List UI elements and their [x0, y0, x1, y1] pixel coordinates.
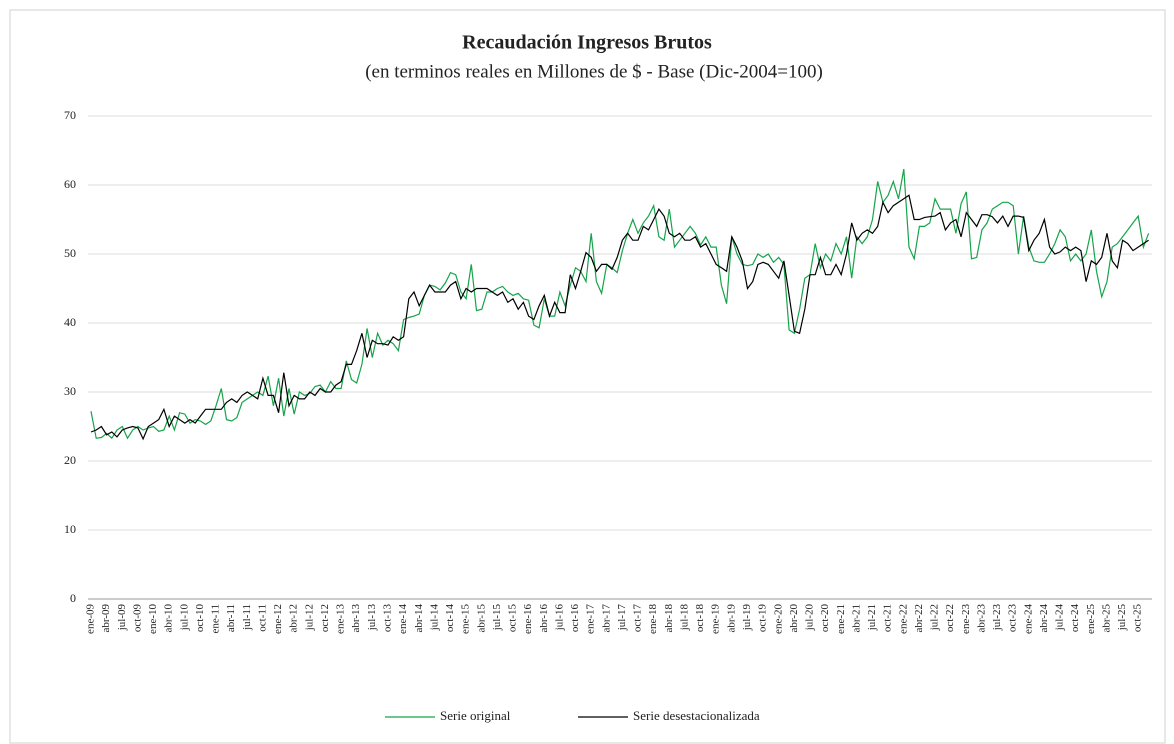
- x-tick-label: oct-13: [382, 604, 394, 633]
- x-tick-label: abr-13: [350, 604, 362, 633]
- x-tick-label: jul-25: [1116, 604, 1128, 632]
- x-tick-label: ene-11: [210, 604, 222, 634]
- x-tick-label: ene-13: [335, 604, 347, 634]
- x-tick-label: abr-15: [475, 604, 487, 633]
- y-tick-label: 20: [64, 453, 76, 467]
- x-tick-label: oct-14: [444, 604, 456, 633]
- x-tick-label: oct-16: [569, 604, 581, 633]
- x-tick-label: jul-24: [1054, 604, 1066, 632]
- x-tick-label: abr-10: [163, 604, 175, 633]
- x-tick-label: ene-24: [1022, 604, 1034, 634]
- x-tick-label: oct-20: [819, 604, 831, 633]
- x-tick-label: jul-21: [866, 604, 878, 631]
- y-tick-label: 0: [70, 591, 76, 605]
- x-tick-label: oct-09: [131, 604, 143, 633]
- x-tick-label: oct-23: [1007, 604, 1019, 633]
- x-tick-label: ene-12: [272, 604, 284, 634]
- x-tick-label: oct-18: [694, 604, 706, 633]
- x-tick-label: ene-25: [1085, 604, 1097, 634]
- x-tick-label: jul-15: [491, 604, 503, 632]
- x-tick-label: ene-19: [710, 604, 722, 634]
- y-tick-label: 40: [64, 315, 76, 329]
- x-tick-label: jul-20: [804, 604, 816, 632]
- x-tick-label: abr-09: [100, 604, 112, 633]
- x-tick-label: ene-15: [460, 604, 472, 634]
- x-tick-label: abr-20: [788, 604, 800, 633]
- x-tick-label: ene-18: [647, 604, 659, 634]
- x-tick-label: ene-23: [960, 604, 972, 634]
- x-tick-label: ene-21: [835, 604, 847, 634]
- chart-subtitle: (en terminos reales en Millones de $ - B…: [365, 61, 823, 82]
- x-tick-label: abr-18: [663, 604, 675, 633]
- y-tick-label: 70: [64, 108, 76, 122]
- series-line: [90, 168, 1150, 440]
- x-tick-label: oct-24: [1069, 604, 1081, 633]
- x-tick-label: jul-16: [553, 604, 565, 632]
- y-tick-label: 10: [64, 522, 76, 536]
- x-tick-label: abr-14: [413, 604, 425, 633]
- x-tick-label: abr-23: [975, 604, 987, 633]
- x-tick-label: ene-10: [147, 604, 159, 634]
- x-tick-label: abr-19: [725, 604, 737, 633]
- x-tick-label: abr-11: [225, 604, 237, 632]
- x-tick-label: oct-25: [1132, 604, 1144, 633]
- x-tick-label: jul-11: [241, 604, 253, 631]
- x-tick-label: jul-14: [428, 604, 440, 632]
- legend-label: Serie original: [440, 708, 511, 723]
- x-tick-label: oct-12: [319, 604, 331, 632]
- x-tick-label: jul-18: [678, 604, 690, 632]
- x-tick-label: abr-12: [288, 604, 300, 633]
- x-tick-label: jul-09: [116, 604, 128, 632]
- x-tick-label: jul-19: [741, 604, 753, 632]
- x-tick-label: oct-22: [944, 604, 956, 632]
- x-tick-label: jul-22: [929, 604, 941, 631]
- x-tick-label: ene-20: [772, 604, 784, 634]
- x-tick-label: oct-10: [194, 604, 206, 633]
- legend-label: Serie desestacionalizada: [633, 708, 760, 723]
- x-tick-label: ene-17: [585, 604, 597, 634]
- x-tick-label: abr-24: [1038, 604, 1050, 633]
- x-tick-label: jul-10: [178, 604, 190, 632]
- x-tick-label: abr-25: [1100, 604, 1112, 633]
- y-tick-label: 60: [64, 177, 76, 191]
- x-tick-label: oct-19: [757, 604, 769, 633]
- x-tick-label: ene-22: [897, 604, 909, 634]
- x-tick-label: abr-16: [538, 604, 550, 633]
- x-tick-label: abr-22: [913, 604, 925, 633]
- series-line: [90, 194, 1149, 441]
- y-tick-label: 50: [64, 246, 76, 260]
- x-tick-label: abr-17: [600, 604, 612, 633]
- x-tick-label: ene-14: [397, 604, 409, 634]
- y-tick-label: 30: [64, 384, 76, 398]
- x-tick-label: jul-13: [366, 604, 378, 632]
- x-tick-label: jul-17: [616, 604, 628, 632]
- x-tick-label: oct-17: [632, 604, 644, 633]
- x-tick-label: abr-21: [850, 604, 862, 633]
- x-tick-label: oct-21: [882, 604, 894, 632]
- chart-frame: [9, 9, 1166, 744]
- x-tick-label: oct-15: [507, 604, 519, 633]
- x-tick-label: oct-11: [256, 604, 268, 632]
- x-tick-label: ene-09: [85, 604, 97, 634]
- chart-title: Recaudación Ingresos Brutos: [462, 32, 712, 54]
- x-tick-label: ene-16: [522, 604, 534, 634]
- x-tick-label: jul-23: [991, 604, 1003, 632]
- x-tick-label: jul-12: [303, 604, 315, 631]
